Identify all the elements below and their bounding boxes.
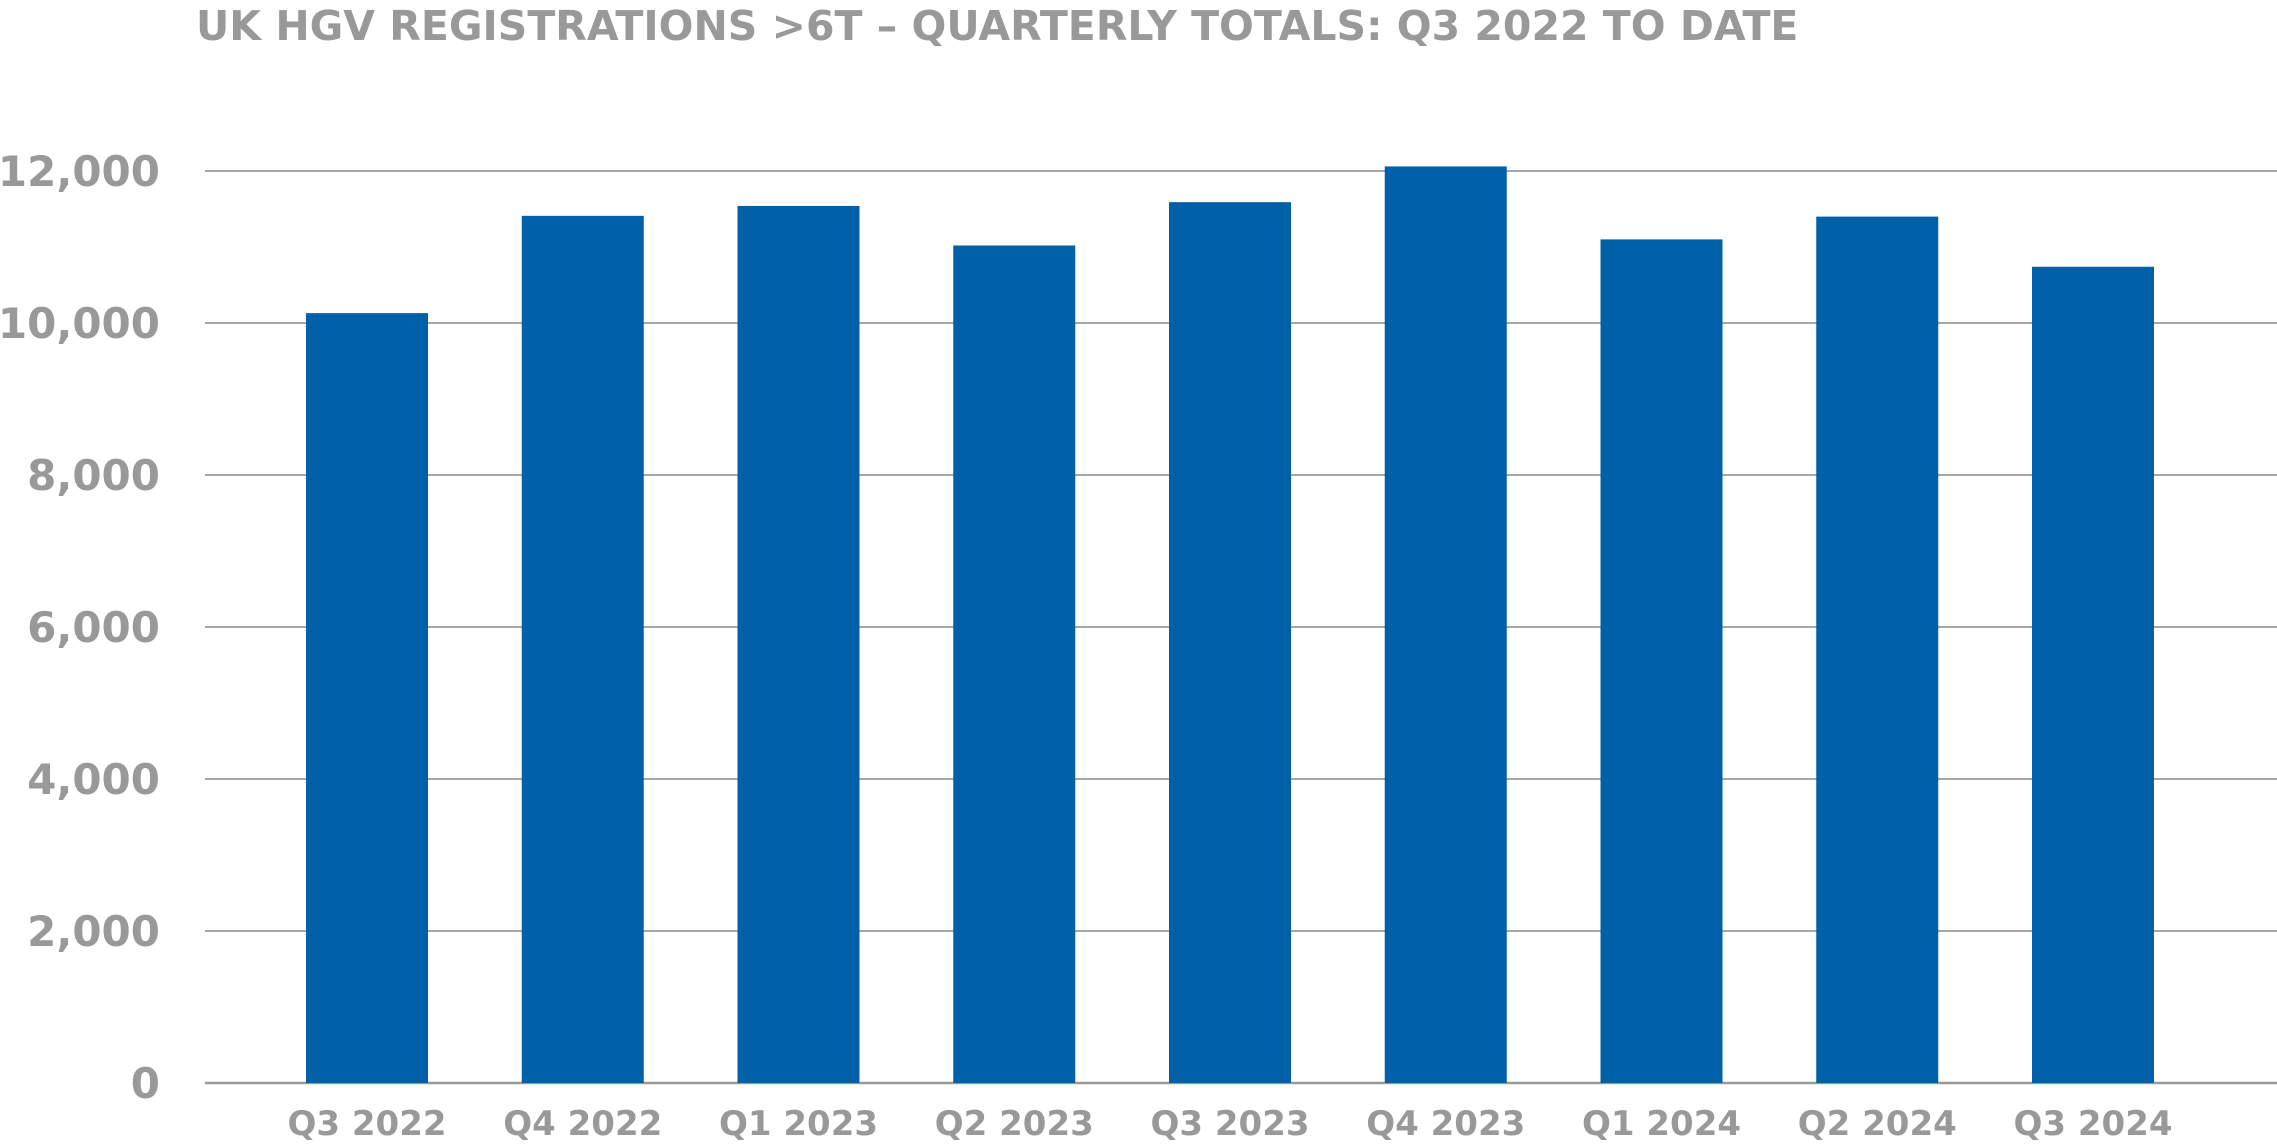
y-tick-label: 2,000: [27, 907, 160, 956]
x-axis-tick-labels: Q3 2022 Q4 2022 Q1 2023 Q2 2023 Q3 2023 Q4 20…: [287, 1104, 2172, 1144]
bar: [306, 313, 428, 1083]
y-tick-label: 10,000: [0, 299, 160, 348]
x-tick-label: Q3 2023: [1150, 1104, 1309, 1144]
y-axis-tick-labels: 0 2,000 4,000 6,000 8,000 10,000 12,000: [0, 147, 160, 1108]
bar: [1169, 202, 1291, 1083]
bar: [1816, 216, 1939, 1084]
y-tick-label: 0: [131, 1059, 160, 1108]
bar: [953, 245, 1076, 1084]
bar: [737, 205, 860, 1083]
x-tick-label: Q3 2024: [2013, 1104, 2172, 1144]
x-tick-label: Q1 2023: [719, 1104, 878, 1144]
y-tick-label: 12,000: [0, 147, 160, 196]
x-tick-label: Q2 2024: [1798, 1104, 1957, 1144]
x-tick-label: Q4 2023: [1366, 1104, 1525, 1144]
bar: [1600, 239, 1723, 1083]
y-tick-label: 4,000: [27, 755, 160, 804]
bars: [306, 166, 2154, 1084]
y-tick-label: 8,000: [27, 451, 160, 500]
x-tick-label: Q2 2023: [935, 1104, 1094, 1144]
bar: [521, 215, 644, 1084]
x-tick-label: Q4 2022: [503, 1104, 662, 1144]
y-tick-label: 6,000: [27, 603, 160, 652]
x-tick-label: Q3 2022: [287, 1104, 446, 1144]
bar: [1384, 166, 1507, 1083]
chart-title: UK HGV REGISTRATIONS >6T – QUARTERLY TOT…: [196, 2, 1799, 50]
x-tick-label: Q1 2024: [1582, 1104, 1741, 1144]
bar: [2032, 266, 2154, 1083]
